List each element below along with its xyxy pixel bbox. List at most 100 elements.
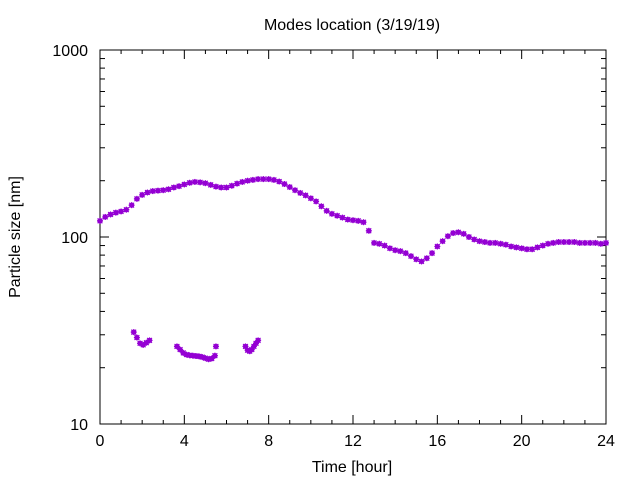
data-point (286, 184, 293, 191)
data-point (592, 239, 599, 246)
data-point (339, 214, 346, 221)
x-tick-label: 8 (264, 433, 273, 450)
data-point (434, 243, 441, 250)
data-point (260, 176, 267, 183)
data-point (244, 177, 251, 184)
data-point (160, 187, 167, 194)
data-point (180, 349, 187, 356)
data-point (502, 241, 509, 248)
data-point (344, 216, 351, 223)
data-point (112, 209, 119, 216)
data-point (413, 256, 420, 263)
data-point (170, 184, 177, 191)
data-point (397, 248, 404, 255)
data-point (123, 206, 130, 213)
data-point (539, 242, 546, 249)
data-point (407, 253, 414, 260)
data-point (471, 236, 478, 243)
data-point (144, 189, 151, 196)
data-point (545, 240, 552, 247)
data-point (276, 178, 283, 185)
data-point (476, 238, 483, 245)
data-point (255, 176, 262, 183)
data-point (239, 178, 246, 185)
data-point (97, 217, 103, 224)
data-point (173, 343, 180, 350)
y-axis-label: Particle size [nm] (7, 176, 24, 298)
data-point (143, 339, 150, 346)
y-tick-label: 100 (61, 230, 88, 247)
data-points (97, 176, 609, 363)
data-point (581, 239, 588, 246)
data-point (439, 238, 446, 245)
data-point (423, 255, 430, 262)
chart-title: Modes location (3/19/19) (264, 17, 440, 34)
data-point (133, 195, 140, 202)
data-point (571, 239, 578, 246)
data-point (318, 203, 325, 210)
data-point (334, 212, 341, 219)
data-point (460, 230, 467, 237)
data-point (133, 334, 140, 341)
data-point (118, 208, 125, 215)
x-tick-label: 0 (96, 433, 105, 450)
data-point (418, 258, 425, 265)
data-point (302, 192, 309, 199)
data-point (529, 246, 536, 253)
data-point (139, 191, 146, 198)
data-point (497, 240, 504, 247)
data-point (181, 181, 188, 188)
data-point (328, 210, 335, 217)
data-point (281, 181, 288, 188)
data-point (313, 198, 320, 205)
x-tick-label: 4 (180, 433, 189, 450)
data-point (381, 242, 388, 249)
x-tick-label: 24 (597, 433, 615, 450)
data-point (402, 250, 409, 257)
data-point (481, 239, 488, 246)
data-point (165, 186, 172, 193)
data-point (292, 187, 299, 194)
data-point (211, 352, 218, 359)
data-point (365, 227, 372, 234)
data-point (513, 244, 520, 251)
data-point (128, 202, 135, 209)
y-tick-label: 1000 (52, 43, 88, 60)
data-point (265, 176, 272, 183)
data-point (255, 337, 262, 344)
x-tick-label: 12 (344, 433, 362, 450)
data-point (197, 179, 204, 186)
data-point (212, 343, 219, 350)
data-point (228, 182, 235, 189)
data-point (355, 217, 362, 224)
data-point (107, 211, 114, 218)
data-point (386, 245, 393, 252)
data-point (297, 189, 304, 196)
y-tick-label: 10 (70, 417, 88, 434)
data-point (492, 239, 499, 246)
axis-ticks: 0 4 8 12 16 20 24 10 100 1000 (52, 43, 615, 450)
data-point (102, 213, 109, 220)
data-point (350, 217, 356, 224)
data-point (518, 245, 525, 252)
data-point (207, 181, 214, 188)
data-point (450, 230, 457, 237)
data-point (597, 240, 604, 247)
data-point (146, 337, 153, 344)
data-point (307, 195, 314, 202)
data-point (555, 239, 562, 246)
data-point (508, 243, 515, 250)
data-point (218, 184, 225, 191)
data-point (149, 188, 156, 195)
data-point (487, 239, 494, 246)
data-point (202, 180, 209, 187)
data-point (234, 180, 241, 187)
data-point (130, 329, 137, 336)
data-point (323, 207, 330, 214)
data-point (603, 239, 609, 246)
data-point (465, 234, 472, 240)
data-point (455, 229, 462, 236)
data-point (566, 239, 573, 246)
data-point (371, 239, 378, 246)
